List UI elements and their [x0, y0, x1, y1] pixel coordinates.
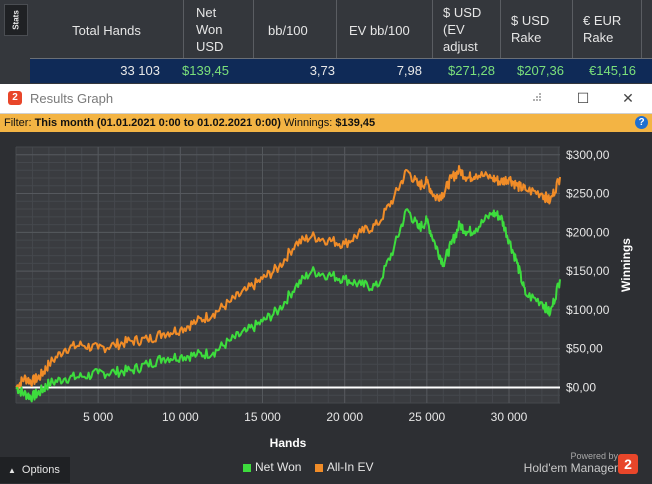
x-axis-label: Hands — [270, 436, 307, 450]
y-axis-label: Winnings — [619, 238, 633, 292]
x-tick-label: 10 000 — [162, 410, 199, 424]
winnings-label: Winnings: — [280, 117, 336, 129]
filter-range[interactable]: This month (01.01.2021 0:00 to 01.02.202… — [34, 117, 281, 129]
chart-legend: Net Won All-In EV — [243, 460, 374, 474]
plot-background — [16, 147, 560, 403]
series-line-net-won — [15, 208, 561, 403]
options-label: Options — [21, 464, 60, 476]
y-tick-label: $150,00 — [566, 264, 610, 278]
stats-panel: Stats Total Hands Net Won USD bb/100 EV … — [0, 0, 652, 84]
filter-prefix: Filter: — [4, 117, 35, 129]
legend-swatch-all-in-ev — [314, 463, 323, 472]
legend-label-net-won: Net Won — [255, 460, 302, 474]
cell-bb100: 3,73 — [309, 63, 335, 78]
filter-bar: Filter: This month (01.01.2021 0:00 to 0… — [0, 114, 652, 132]
col-header-net-won-usd[interactable]: Net Won USD — [183, 0, 253, 58]
help-icon[interactable]: ? — [635, 116, 648, 129]
x-tick-label: 5 000 — [83, 410, 113, 424]
legend-label-all-in-ev: All-In EV — [326, 460, 374, 474]
y-tick-label: $50,00 — [566, 342, 603, 356]
window-title: Results Graph — [30, 91, 114, 106]
x-tick-label: 30 000 — [491, 410, 528, 424]
title-bar[interactable]: 2 Results Graph ☐ ✕ — [0, 84, 652, 114]
y-tick-label: $100,00 — [566, 303, 610, 317]
cell-usd-rake: $207,36 — [517, 63, 564, 78]
cell-ev-bb100: 7,98 — [396, 63, 422, 78]
maximize-button[interactable]: ☐ — [576, 90, 590, 106]
col-header-total-hands[interactable]: Total Hands — [72, 23, 141, 38]
legend-item-net-won[interactable]: Net Won — [243, 460, 301, 474]
options-button[interactable]: ▲ Options — [0, 457, 70, 483]
y-tick-label: $0,00 — [566, 380, 596, 394]
app-logo-icon: 2 — [8, 91, 22, 105]
legend-item-all-in-ev[interactable]: All-In EV — [314, 460, 374, 474]
brand-logo-icon: 2 — [618, 454, 638, 474]
y-tick-label: $300,00 — [566, 148, 610, 162]
stats-row[interactable]: 33 103 $139,45 3,73 7,98 $271,28 $207,36… — [30, 58, 652, 83]
winnings-value: $139,45 — [335, 117, 376, 129]
x-tick-label: 25 000 — [408, 410, 445, 424]
close-button[interactable]: ✕ — [622, 90, 634, 106]
powered-by-text: Powered by — [570, 451, 618, 461]
brand: Powered by Hold'em Manager — [524, 451, 618, 475]
resize-grip-icon[interactable] — [530, 92, 542, 104]
legend-swatch-net-won — [243, 463, 251, 472]
cell-eur-rake: €145,16 — [589, 63, 636, 78]
x-tick-label: 20 000 — [326, 410, 363, 424]
series-line-all-in-ev — [15, 165, 561, 391]
col-header-usd-rake[interactable]: $ USD Rake — [500, 0, 572, 58]
col-header-eur-rake[interactable]: € EUR Rake — [572, 0, 642, 58]
caret-up-icon: ▲ — [8, 466, 16, 475]
chart-area: 5 000 10 000 15 000 20 000 25 000 30 000 $0,00… — [0, 133, 652, 483]
stats-tab[interactable]: Stats — [4, 4, 28, 36]
brand-name: Hold'em Manager — [523, 461, 618, 475]
x-tick-label: 15 000 — [244, 410, 281, 424]
y-tick-label: $250,00 — [566, 187, 610, 201]
y-tick-label: $200,00 — [566, 225, 610, 239]
col-header-ev-bb100[interactable]: EV bb/100 — [336, 0, 432, 58]
col-header-bb100[interactable]: bb/100 — [253, 0, 336, 58]
results-chart: 5 000 10 000 15 000 20 000 25 000 30 000 $0,00… — [15, 146, 633, 450]
cell-net-won-usd: $139,45 — [182, 63, 229, 78]
results-graph-window: 2 Results Graph ☐ ✕ Filter: This month (… — [0, 84, 652, 483]
col-header-usd-ev-adjusted[interactable]: $ USD (EV adjust — [432, 0, 500, 58]
cell-total-hands: 33 103 — [120, 63, 160, 78]
cell-usd-ev-adjusted: $271,28 — [448, 63, 495, 78]
bottom-bar: ▲ Options Net Won All-In EV Powered by Ho… — [0, 451, 652, 483]
